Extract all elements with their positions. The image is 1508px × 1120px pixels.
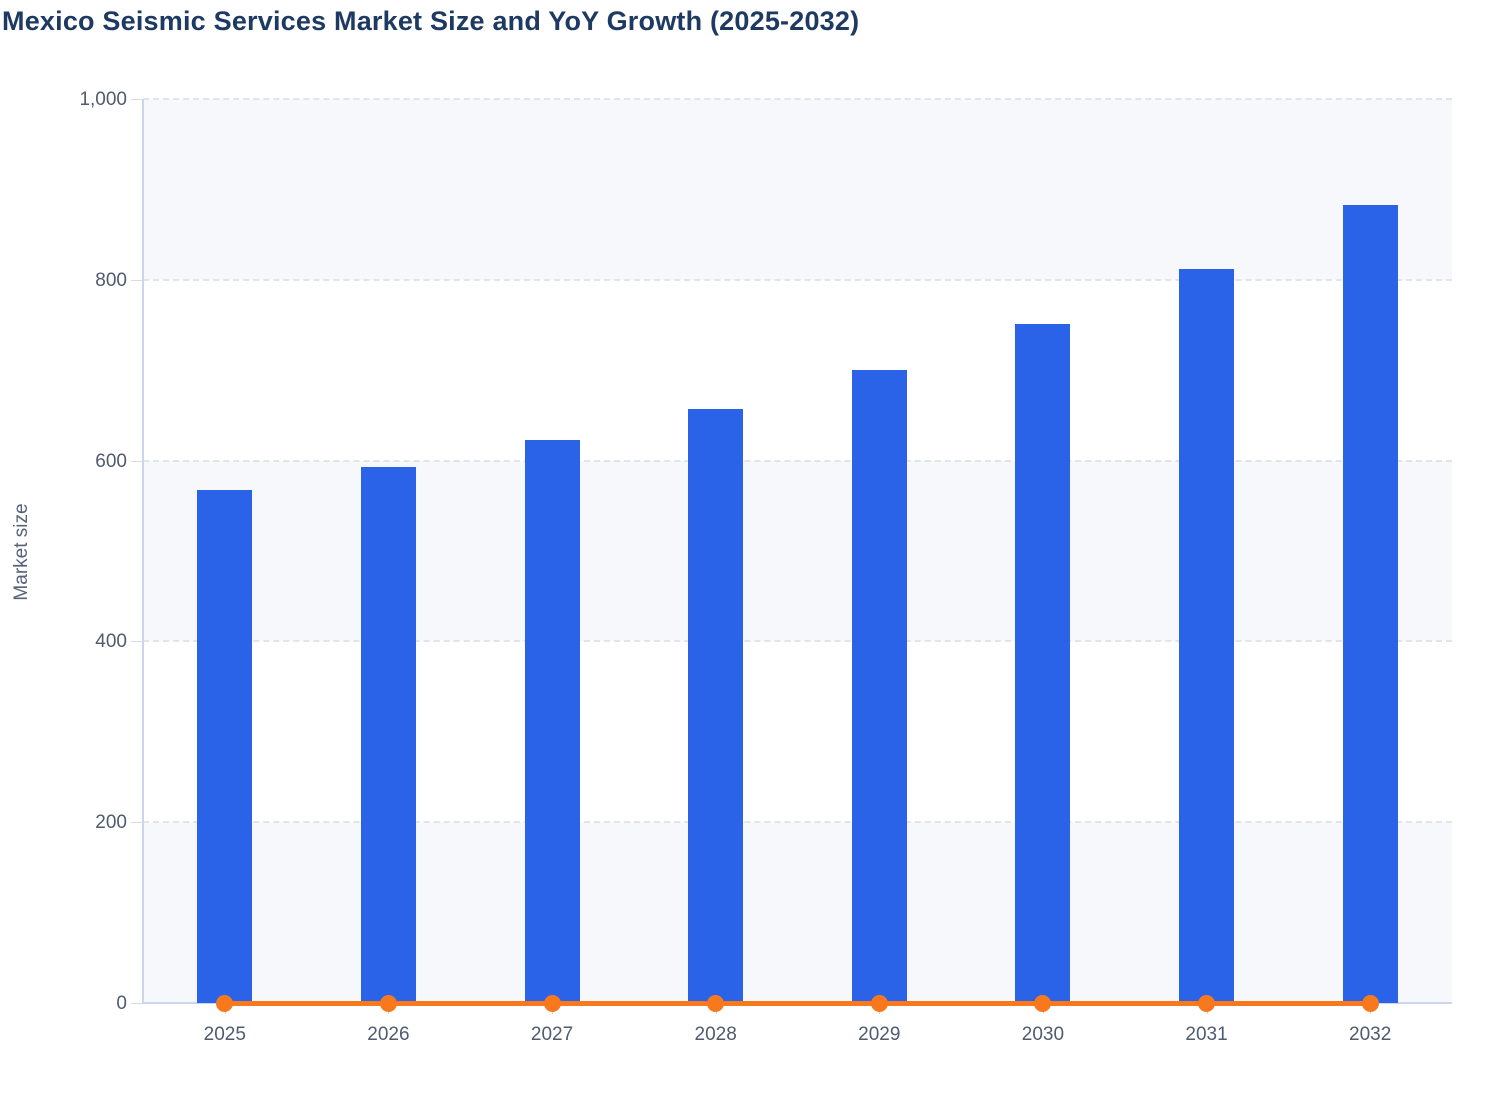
y-tick-label: 400 [95, 631, 127, 653]
bar-2028[interactable] [688, 409, 744, 1003]
y-tick-label: 600 [95, 450, 127, 472]
y-tick-mark [131, 822, 143, 824]
yoy-marker-2028[interactable] [707, 994, 725, 1012]
bar-2025[interactable] [197, 489, 253, 1003]
bar-2030[interactable] [1015, 324, 1071, 1003]
bar-2027[interactable] [524, 439, 580, 1003]
x-tick-label: 2027 [530, 1024, 574, 1045]
y-axis-line [142, 99, 144, 1003]
x-tick-label: 2031 [1185, 1024, 1228, 1045]
y-tick-label: 0 [116, 993, 127, 1014]
yoy-line [224, 1000, 1371, 1006]
yoy-marker-2027[interactable] [543, 994, 561, 1012]
bar-2026[interactable] [360, 466, 416, 1003]
yoy-marker-2026[interactable] [379, 994, 397, 1012]
gridline [143, 821, 1452, 824]
y-axis-title: Market size [11, 503, 32, 601]
gridline [143, 98, 1452, 100]
yoy-marker-2032[interactable] [1361, 994, 1379, 1012]
plot-area [142, 98, 1452, 1012]
grid-band [143, 460, 1452, 642]
yoy-marker-2029[interactable] [870, 994, 888, 1012]
y-tick-mark [131, 641, 143, 643]
bar-2032[interactable] [1342, 204, 1398, 1003]
x-tick-label: 2026 [367, 1024, 410, 1045]
y-tick-mark [131, 279, 143, 281]
gridline [143, 278, 1452, 281]
grid-band [143, 99, 1452, 280]
y-tick-label: 800 [95, 269, 127, 291]
bar-2031[interactable] [1179, 268, 1235, 1003]
chart-title: Mexico Seismic Services Market Size and … [2, 6, 860, 36]
gridline [143, 640, 1452, 643]
x-tick-label: 2029 [858, 1024, 901, 1045]
yoy-marker-2030[interactable] [1034, 994, 1052, 1012]
x-tick-label: 2030 [1021, 1024, 1065, 1045]
grid-band [143, 822, 1452, 1003]
y-tick-label: 1,000 [79, 89, 127, 110]
x-tick-label: 2028 [694, 1024, 737, 1045]
y-tick-label: 200 [95, 812, 127, 834]
x-tick-label: 2025 [203, 1024, 246, 1045]
y-tick-mark [131, 1003, 143, 1004]
yoy-marker-2031[interactable] [1198, 994, 1216, 1012]
y-tick-mark [131, 99, 143, 100]
gridline [143, 459, 1452, 462]
y-tick-mark [131, 460, 143, 462]
x-tick-label: 2032 [1349, 1024, 1392, 1045]
yoy-marker-2025[interactable] [216, 994, 234, 1012]
bar-2029[interactable] [851, 370, 907, 1003]
